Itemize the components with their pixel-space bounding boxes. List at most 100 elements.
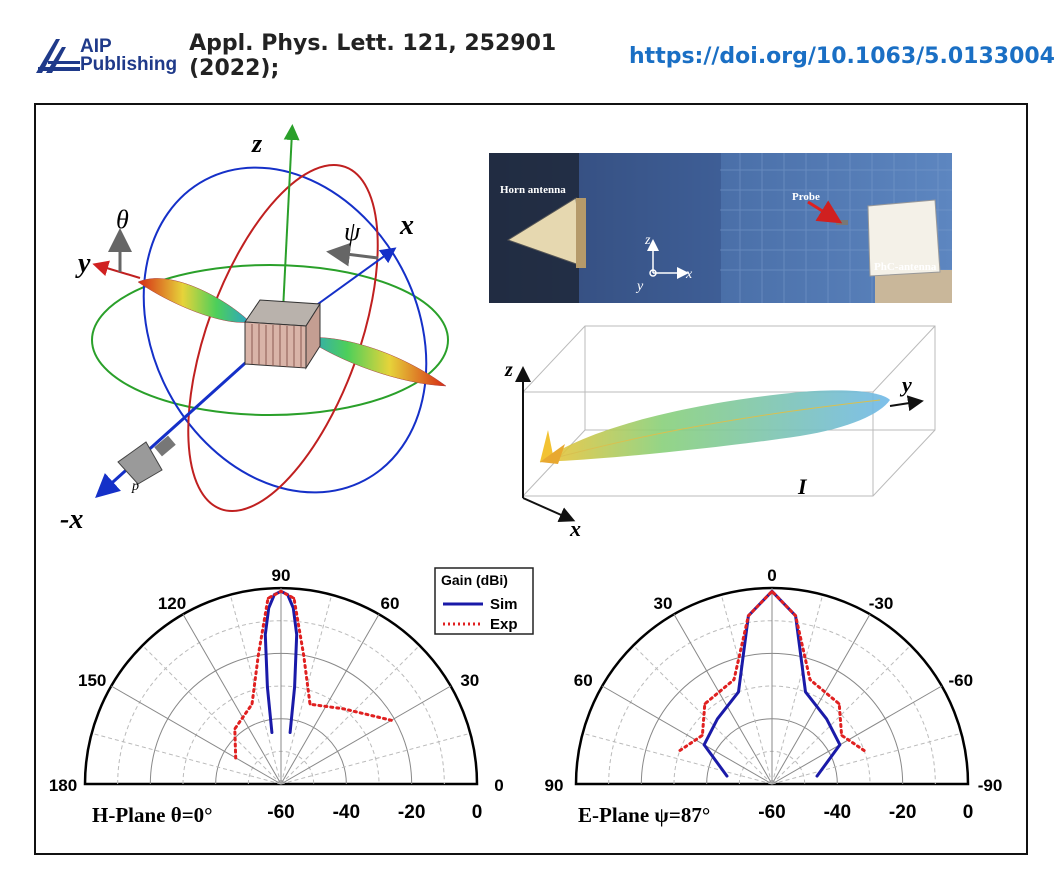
angular-gridline [771, 594, 824, 785]
vertical-ring-blue [142, 166, 428, 494]
angle-tick-label: 150 [78, 671, 106, 690]
angular-gridline [280, 645, 420, 785]
series-sim-point [825, 717, 828, 721]
doi-link[interactable]: https://doi.org/10.1063/5.0133004 [629, 43, 1055, 69]
aip-publishing-logo: AIP Publishing [34, 37, 177, 75]
series-sim-point [266, 685, 269, 689]
series-exp-point [390, 719, 393, 722]
psi-arrow [326, 242, 379, 267]
series-exp-point [257, 654, 260, 657]
angular-gridline [720, 594, 773, 785]
h-plane-polar-chart: 180 150 120 90 60 30 0 -60 -40 -20 0 [49, 566, 504, 823]
diag-negx-label: -x [60, 504, 83, 535]
series-sim-point [725, 774, 729, 778]
angle-tick-label: 30 [460, 671, 479, 690]
photo-phc-label: PhC-antenna [874, 261, 937, 273]
series-exp-point [732, 678, 736, 681]
series-exp-point [703, 702, 707, 706]
series-exp-point [342, 707, 346, 711]
series-exp-point [837, 702, 841, 706]
series-exp-point [302, 654, 305, 657]
angular-gridline [280, 685, 451, 785]
angular-gridline [771, 685, 942, 785]
angular-gridline [280, 614, 380, 785]
radial-tick-label: -40 [824, 802, 851, 823]
measurement-photo: Horn antenna Probe PhC-antenna z x y [489, 153, 952, 303]
series-exp-point [250, 702, 254, 706]
angular-gridline [229, 594, 282, 785]
phc-cube [244, 299, 321, 370]
angle-tick-label: 60 [381, 594, 400, 613]
angular-gridline [582, 732, 773, 785]
series-exp-point [678, 749, 682, 752]
series-exp-point [808, 678, 812, 681]
angle-tick-label: -30 [869, 594, 894, 613]
photo-probe-label: Probe [792, 191, 820, 203]
series-sim-point [267, 606, 270, 610]
series-exp-point [308, 702, 312, 706]
angle-tick-label: 0 [494, 776, 503, 795]
pattern-y-label: y [899, 372, 912, 397]
series-exp-point [862, 749, 866, 752]
pattern-z-label: z [504, 359, 513, 381]
angle-tick-label: 180 [49, 776, 77, 795]
h-plane-title-text: H-Plane θ=0° [92, 803, 213, 827]
gain-legend: Gain (dBi) Sim Exp [434, 567, 534, 635]
pattern-x-label: x [569, 516, 581, 541]
angular-gridline [673, 614, 773, 785]
angle-tick-label: 90 [545, 776, 564, 795]
radiation-pattern-3d: z y x I [504, 325, 936, 541]
series-sim-point [295, 633, 298, 636]
coordinate-diagram: z θ ψ x y -x p [60, 124, 449, 535]
series-sim-point [716, 717, 719, 721]
angular-gridline [280, 732, 471, 785]
radial-tick-label: -60 [267, 802, 294, 823]
angular-gridline [111, 685, 282, 785]
diag-theta-label: θ [116, 205, 129, 234]
radial-gridline [182, 685, 380, 785]
h-plane-title: H-Plane θ=0° [92, 803, 213, 827]
right-lobe [304, 337, 447, 387]
angle-tick-label: 60 [574, 671, 593, 690]
angular-gridline [602, 685, 773, 785]
angular-gridline [142, 645, 282, 785]
z-axis-line [281, 124, 300, 331]
photo-y-label: y [635, 279, 644, 294]
logo-line2: Publishing [80, 54, 178, 75]
e-plane-title: E-Plane ψ=87° [578, 803, 710, 827]
series-exp-point [701, 734, 704, 737]
series-sim-point [804, 690, 807, 694]
radial-gridline [673, 685, 871, 785]
series-sim-point [737, 690, 740, 694]
radial-tick-label: -40 [333, 802, 360, 823]
series-exp-point [234, 756, 237, 760]
legend-title: Gain (dBi) [441, 572, 508, 588]
series-exp-point [840, 734, 843, 737]
left-lobe [137, 278, 251, 323]
page-header: AIP Publishing Appl. Phys. Lett. 121, 25… [34, 31, 1055, 81]
diag-x-label: x [399, 210, 414, 241]
series-sim-point [838, 743, 842, 746]
angle-tick-label: 90 [272, 566, 291, 585]
series-sim-point [270, 731, 274, 734]
series-sim-point [815, 774, 819, 778]
angle-tick-label: 0 [767, 566, 776, 585]
photo-x-label: x [685, 267, 693, 282]
radial-tick-label: -60 [758, 802, 785, 823]
radial-tick-label: -20 [889, 802, 916, 823]
series-sim-point [264, 633, 267, 636]
logo-line1: AIP [80, 36, 112, 57]
radial-tick-label: -20 [398, 802, 425, 823]
radial-tick-label: 0 [963, 802, 974, 823]
series-exp-point [266, 597, 270, 600]
radial-gridline [117, 620, 445, 785]
legend-exp-label: Exp [490, 616, 518, 633]
diag-y-label: y [75, 248, 91, 279]
diag-probe-label: p [131, 479, 139, 494]
pattern-I-label: I [797, 474, 808, 499]
probe-horn-icon [117, 435, 176, 485]
series-sim-point [292, 606, 295, 610]
series-exp-line [678, 589, 866, 752]
legend-sim-label: Sim [490, 596, 518, 613]
